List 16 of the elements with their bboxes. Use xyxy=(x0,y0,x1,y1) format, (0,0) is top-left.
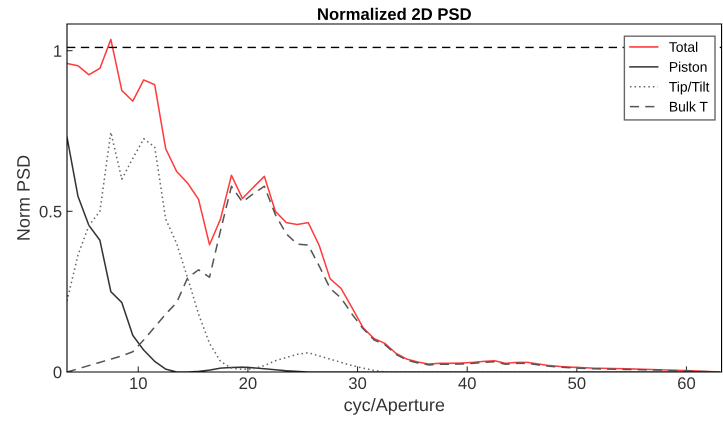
x-tick-label: 40 xyxy=(458,377,476,390)
legend-label: Piston xyxy=(670,62,707,72)
y-tick-label: 1 xyxy=(54,45,62,57)
x-tick-label: 20 xyxy=(239,377,257,390)
y-tick-label: 0.5 xyxy=(40,206,62,218)
legend-label: Total xyxy=(669,42,698,52)
y-axis-title: Norm PSD xyxy=(17,156,30,240)
x-tick-label: 10 xyxy=(130,377,147,390)
x-axis-title: cyc/Aperture xyxy=(344,398,444,415)
y-tick-label: 0 xyxy=(54,366,62,378)
legend-label: Bulk T xyxy=(670,101,708,112)
x-tick-label: 30 xyxy=(348,377,366,390)
x-tick-label: 60 xyxy=(678,377,696,390)
legend-label: Tip/Tilt xyxy=(669,82,710,94)
chart-title: Normalized 2D PSD xyxy=(318,8,471,20)
x-tick-label: 50 xyxy=(568,377,586,390)
